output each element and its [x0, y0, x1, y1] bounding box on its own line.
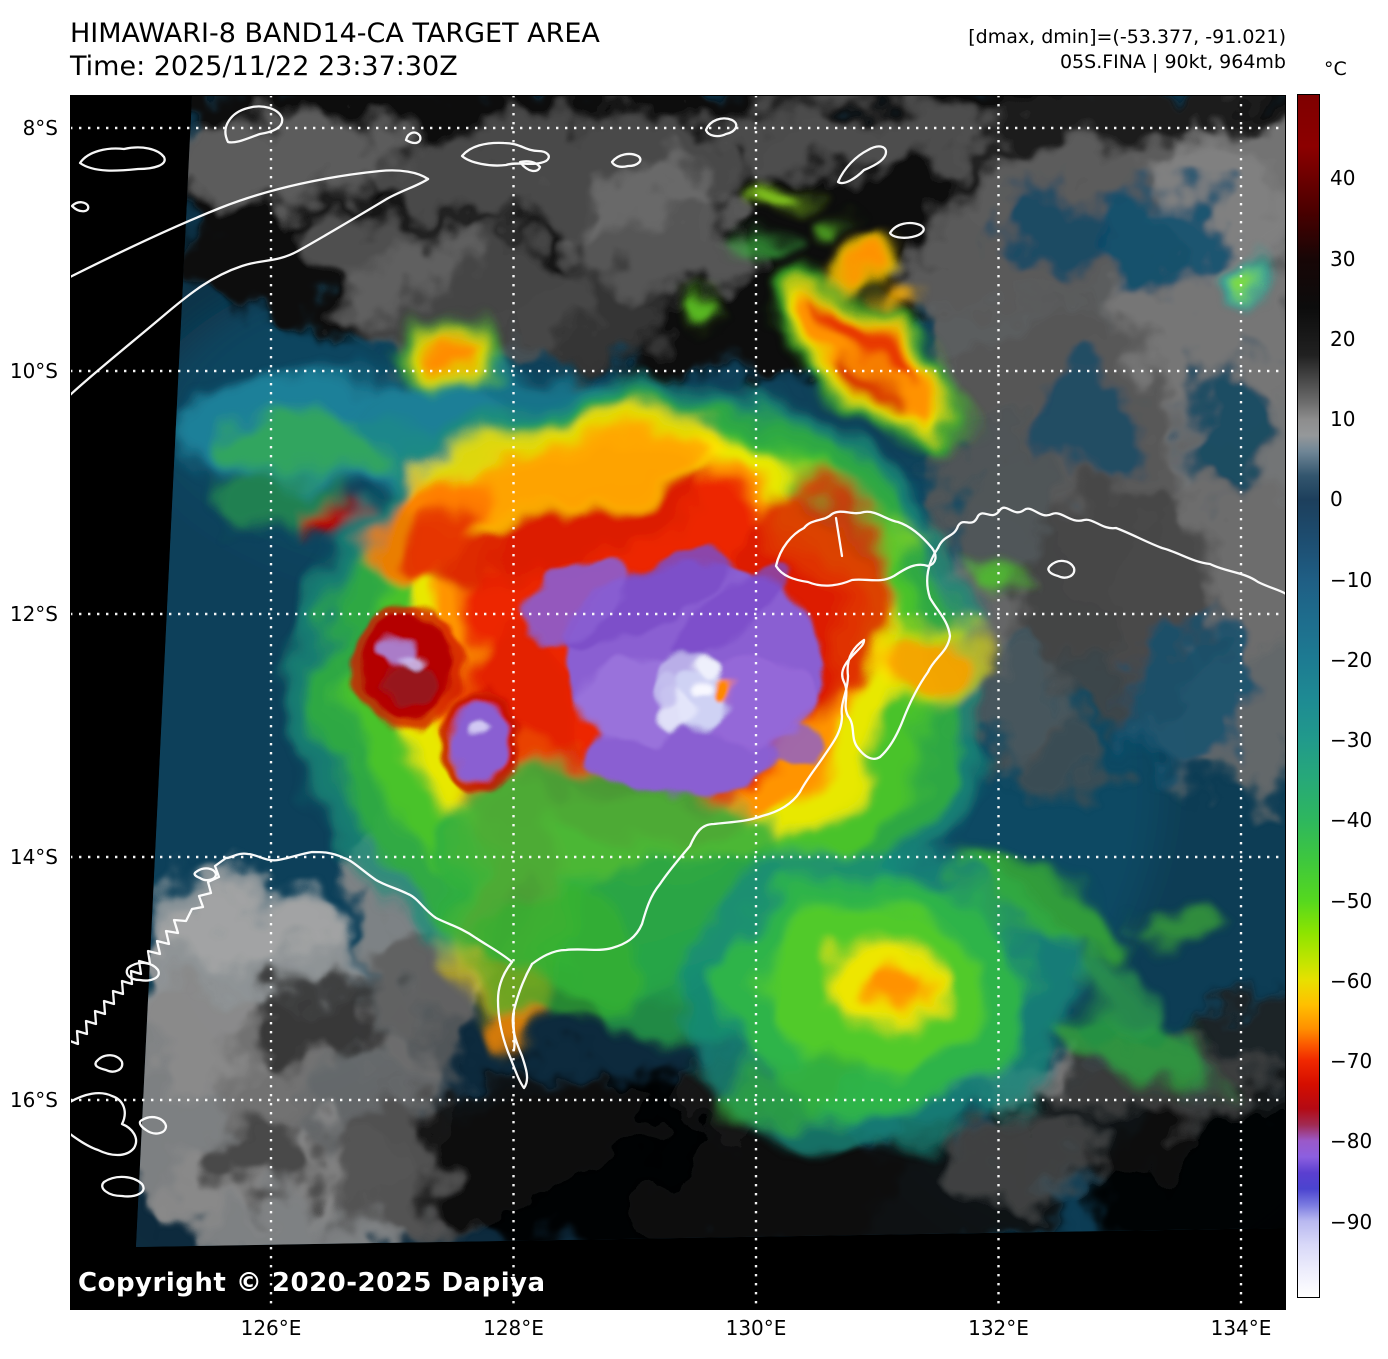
- lat-tick-label: 16°S: [9, 1088, 58, 1112]
- islet-outline: [1047, 559, 1076, 579]
- temperature-colorbar: [1297, 94, 1320, 1298]
- colorbar-tick-label: 20: [1330, 326, 1356, 351]
- cold-cloud-tops: [180, 183, 1275, 1150]
- colorbar-tick-label: 30: [1330, 246, 1356, 271]
- nt-west-coast: [530, 638, 866, 966]
- cyclone-cold-core: [352, 550, 828, 796]
- lon-tick-label: 128°E: [483, 1316, 544, 1340]
- lon-tick-label: 130°E: [725, 1316, 787, 1340]
- island-outline: [94, 1054, 124, 1073]
- island-outline: [224, 105, 284, 144]
- kimberley-peninsula: [70, 1092, 138, 1157]
- page-title: HIMAWARI-8 BAND14-CA TARGET AREA: [70, 18, 600, 49]
- copyright-text: Copyright © 2020-2025 Dapiya: [78, 1268, 546, 1298]
- bonaparte-gulf-coast: [224, 850, 514, 964]
- satellite-map: [70, 95, 1286, 1310]
- cambridge-gulf: [496, 960, 534, 1090]
- island-outline: [610, 152, 642, 168]
- satellite-data-area: [136, 95, 1286, 1247]
- colorbar-tick-label: −30: [1330, 728, 1373, 753]
- lat-tick-label: 10°S: [9, 359, 58, 383]
- colorbar-tick-label: −50: [1330, 888, 1373, 913]
- colorbar-unit-label: °C: [1324, 58, 1347, 80]
- storm-info-annotation: 05S.FINA | 90kt, 964mb: [1059, 51, 1286, 73]
- dmax-dmin-annotation: [dmax, dmin]=(-53.377, -91.021): [968, 26, 1286, 48]
- colorbar-tick-label: −60: [1330, 968, 1373, 993]
- island-outline: [193, 867, 218, 882]
- arnhem-north-coast: [936, 506, 1286, 596]
- island-outline: [704, 117, 738, 138]
- island-outline: [404, 131, 422, 145]
- island-outline: [125, 961, 160, 982]
- lat-tick-label: 14°S: [9, 845, 58, 869]
- darwin-harbour-squiggle: [841, 638, 882, 760]
- island-outline: [78, 146, 166, 172]
- image-timestamp: Time: 2025/11/22 23:37:30Z: [70, 51, 458, 82]
- timor-south-coast: [70, 177, 430, 397]
- warm-cloud-deck: [136, 95, 1286, 1247]
- island-outline: [460, 141, 550, 167]
- plot-border: [70, 95, 1286, 1310]
- island-outline: [138, 1116, 168, 1135]
- colorbar-tick-label: −40: [1330, 808, 1373, 833]
- colorbar-tick-label: 0: [1330, 487, 1343, 512]
- island-outline: [101, 1175, 145, 1198]
- colorbar-tick-label: −70: [1330, 1049, 1373, 1074]
- tiwi-strait: [834, 516, 844, 558]
- colorbar-tick-label: 40: [1330, 166, 1356, 191]
- colorbar-tick-label: 10: [1330, 407, 1356, 432]
- van-diemen-gulf-coast: [878, 546, 952, 759]
- tiwi-islands-outline: [774, 510, 937, 587]
- colorbar-tick-label: −20: [1330, 647, 1373, 672]
- lat-tick-label: 12°S: [9, 602, 58, 626]
- coastlines: [70, 105, 1286, 1198]
- colorbar-tick-label: −10: [1330, 567, 1373, 592]
- colorbar-tick-label: −90: [1330, 1209, 1373, 1234]
- lon-tick-label: 134°E: [1210, 1316, 1272, 1340]
- timor-north-coast: [70, 169, 430, 279]
- island-outline: [836, 145, 888, 185]
- island-outline: [888, 221, 925, 239]
- island-outline: [70, 201, 90, 213]
- colorbar-tick-label: −80: [1330, 1129, 1373, 1154]
- lon-tick-label: 126°E: [240, 1316, 302, 1340]
- lat-tick-label: 8°S: [22, 116, 58, 140]
- lon-tick-label: 132°E: [968, 1316, 1029, 1340]
- island-outline: [518, 160, 542, 173]
